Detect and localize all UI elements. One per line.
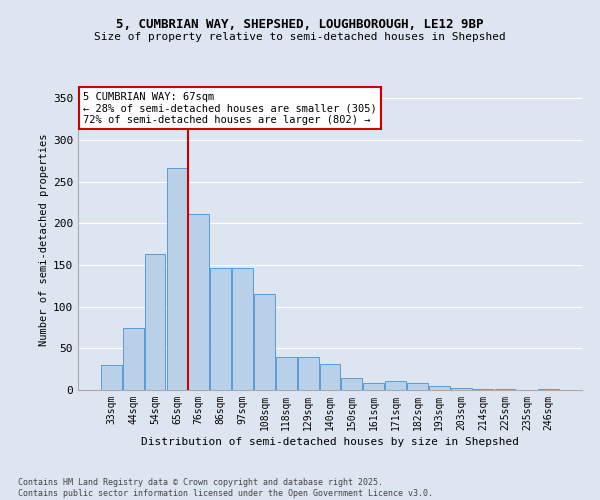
Bar (320, 364, 340, 390)
X-axis label: Distribution of semi-detached houses by size in Shepshed: Distribution of semi-detached houses by … (141, 437, 519, 447)
Bar (167, 168, 187, 390)
Bar (341, 378, 362, 390)
Bar (364, 382, 384, 390)
Bar (429, 386, 450, 390)
Text: 5 CUMBRIAN WAY: 67sqm
← 28% of semi-detached houses are smaller (305)
72% of sem: 5 CUMBRIAN WAY: 67sqm ← 28% of semi-deta… (83, 92, 377, 124)
Bar (451, 388, 472, 390)
Text: Contains HM Land Registry data © Crown copyright and database right 2025.
Contai: Contains HM Land Registry data © Crown c… (18, 478, 433, 498)
Bar (101, 365, 122, 390)
Bar (188, 214, 209, 390)
Bar (538, 389, 559, 390)
Bar (407, 382, 428, 390)
Bar (232, 268, 253, 390)
Bar (145, 254, 166, 390)
Text: 5, CUMBRIAN WAY, SHEPSHED, LOUGHBOROUGH, LE12 9BP: 5, CUMBRIAN WAY, SHEPSHED, LOUGHBOROUGH,… (116, 18, 484, 30)
Bar (385, 381, 406, 390)
Bar (123, 328, 143, 390)
Text: Size of property relative to semi-detached houses in Shepshed: Size of property relative to semi-detach… (94, 32, 506, 42)
Bar (298, 356, 319, 390)
Bar (473, 389, 493, 390)
Bar (276, 356, 296, 390)
Y-axis label: Number of semi-detached properties: Number of semi-detached properties (39, 134, 49, 346)
Bar (494, 389, 515, 390)
Bar (210, 268, 231, 390)
Bar (254, 294, 275, 390)
